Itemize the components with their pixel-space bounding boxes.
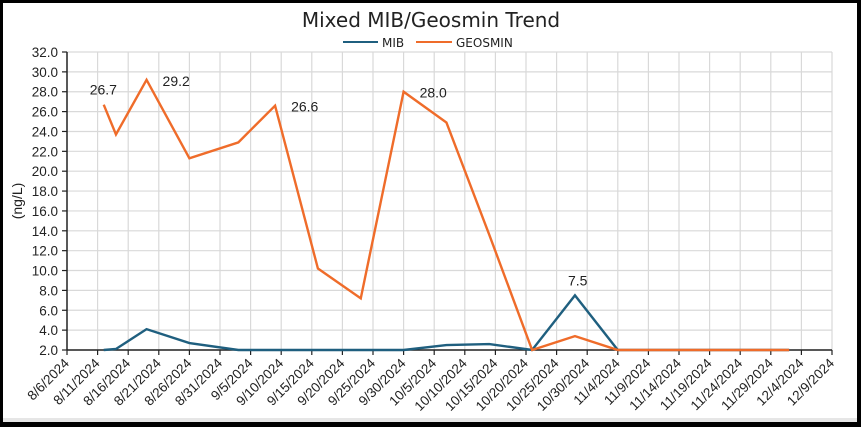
data-labels: 26.7 29.2 26.6 28.0 7.5 xyxy=(90,73,588,289)
y-tick-label: 18.0 xyxy=(32,184,58,199)
y-tick-label: 24.0 xyxy=(32,124,58,139)
axes xyxy=(62,51,833,355)
bottom-strip xyxy=(3,418,857,422)
data-label: 7.5 xyxy=(568,272,588,288)
data-label: 28.0 xyxy=(420,85,447,101)
y-tick-label: 8.0 xyxy=(39,283,58,298)
y-tick-label: 2.0 xyxy=(39,343,58,358)
y-tick-label: 16.0 xyxy=(32,204,58,219)
y-tick-label: 10.0 xyxy=(32,264,58,279)
y-tick-label: 4.0 xyxy=(39,323,58,338)
y-tick-label: 22.0 xyxy=(32,144,58,159)
chart-frame xyxy=(3,3,857,421)
y-axis-title: (ng/L) xyxy=(9,183,25,220)
y-tick-label: 28.0 xyxy=(32,85,58,100)
data-label: 29.2 xyxy=(163,73,190,89)
y-tick-label: 12.0 xyxy=(32,244,58,259)
y-tick-label: 30.0 xyxy=(32,65,58,80)
y-tick-label: 6.0 xyxy=(39,303,58,318)
x-axis-labels: 8/6/20248/11/20248/16/20248/21/20248/26/… xyxy=(24,355,837,414)
gridlines xyxy=(67,51,833,351)
y-tick-label: 32.0 xyxy=(32,45,58,60)
y-tick-label: 26.0 xyxy=(32,105,58,120)
series-mib-line xyxy=(103,293,790,352)
y-tick-label: 20.0 xyxy=(32,164,58,179)
y-axis-labels: 2.0 4.0 6.0 8.0 10.0 12.0 14.0 16.0 18.0 20.0 22.0… xyxy=(32,45,58,358)
legend-mib-label: MIB xyxy=(382,36,404,50)
series-lines xyxy=(102,77,790,352)
data-label: 26.7 xyxy=(90,82,117,98)
legend-geosmin-label: GEOSMIN xyxy=(456,36,513,50)
y-tick-label: 14.0 xyxy=(32,224,58,239)
legend: MIB GEOSMIN xyxy=(343,36,513,50)
series-geosmin-line xyxy=(102,77,790,352)
data-label: 26.6 xyxy=(291,99,318,115)
chart-title: Mixed MIB/Geosmin Trend xyxy=(302,8,560,32)
